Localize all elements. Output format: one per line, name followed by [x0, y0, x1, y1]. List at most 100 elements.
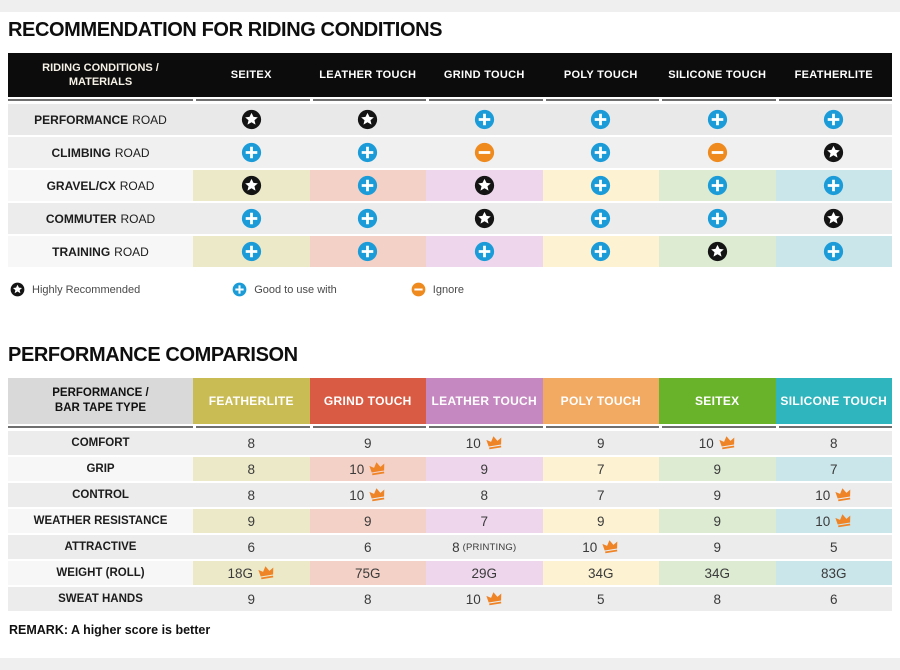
- recommendation-cell: [193, 137, 310, 168]
- recommendation-cell: [659, 170, 776, 201]
- table-row: COMFORT 8 9 10 9 10 8: [8, 431, 892, 455]
- minus-icon: [411, 282, 426, 297]
- row-label-bold: SWEAT HANDS: [58, 593, 143, 605]
- riding-conditions-header-row: RIDING CONDITIONS / MATERIALS SEITEX LEAT…: [8, 53, 892, 97]
- recommendation-cell: [309, 170, 426, 201]
- score-value: 8: [247, 487, 255, 503]
- score-cell: 8: [193, 457, 310, 481]
- star-icon: [824, 142, 844, 163]
- recommendation-cell: [775, 236, 892, 267]
- plus-icon: [591, 142, 611, 163]
- crown-icon: [369, 488, 385, 502]
- score-value: 6: [247, 539, 255, 555]
- recommendation-cell: [542, 170, 659, 201]
- score-cell: 6: [193, 535, 310, 559]
- row-label-bold: COMMUTER: [45, 211, 117, 226]
- score-value: 9: [480, 461, 488, 477]
- score-value: 5: [829, 539, 838, 555]
- performance-body: COMFORT 8 9 10 9 10 8 GRIP 8 10 9 7 9 7 CONTROL 8 10 8 7 9 1…: [8, 431, 892, 611]
- score-value: 9: [713, 513, 721, 529]
- plus-icon: [232, 282, 247, 297]
- plus-icon: [591, 175, 611, 196]
- row-label: CLIMBING ROAD: [8, 137, 193, 168]
- row-label-bold: CLIMBING: [51, 145, 111, 160]
- score-cell: 9: [426, 457, 543, 481]
- recommendation-cell: [542, 137, 659, 168]
- plus-icon: [824, 175, 844, 196]
- score-value: 6: [363, 539, 372, 555]
- plus-icon: [358, 241, 378, 262]
- plus-icon: [241, 241, 261, 262]
- divider-segment: [778, 426, 892, 428]
- column-header-seitex: SEITEX: [659, 378, 776, 424]
- score-value: 10: [698, 435, 714, 451]
- recommendation-cell: [659, 104, 776, 135]
- score-value: 9: [713, 539, 721, 555]
- legend-label: Highly Recommended: [32, 283, 141, 296]
- table-row: GRAVEL/CX ROAD: [8, 170, 892, 201]
- row-label-rest: ROAD: [114, 244, 149, 259]
- recommendation-cell: [309, 203, 426, 234]
- legend-label: Good to use with: [254, 283, 337, 296]
- score-cell: 10: [775, 483, 892, 507]
- divider-segment: [778, 99, 892, 101]
- recommendation-cell: [426, 203, 543, 234]
- row-label-rest: ROAD: [120, 211, 156, 226]
- row-label-bold: ATTRACTIVE: [64, 541, 137, 553]
- score-value: 7: [480, 513, 488, 529]
- remark-text: REMARK: A higher score is better: [9, 623, 211, 637]
- row-label: ATTRACTIVE: [8, 535, 193, 559]
- divider-segment: [545, 426, 659, 428]
- row-label: SWEAT HANDS: [8, 587, 193, 611]
- recommendation-cell: [193, 104, 310, 135]
- divider-segment: [429, 426, 543, 428]
- row-label: CONTROL: [8, 483, 193, 507]
- score-cell: 18G: [193, 561, 310, 585]
- score-cell: 10: [542, 535, 659, 559]
- score-cell: 9: [309, 509, 426, 533]
- star-icon: [241, 175, 261, 196]
- score-value: 10: [815, 513, 831, 529]
- table-row: COMMUTER ROAD: [8, 203, 892, 234]
- score-cell: 10: [775, 509, 892, 533]
- crown-icon: [719, 436, 735, 450]
- score-cell: 34G: [542, 561, 659, 585]
- score-value: 8: [829, 435, 838, 451]
- row-label-rest: ROAD: [119, 178, 155, 193]
- table-row: SWEAT HANDS 9 8 10 5 8 6: [8, 587, 892, 611]
- column-header-grind-touch: GRIND TOUCH: [309, 378, 426, 424]
- score-cell: 9: [659, 457, 776, 481]
- recommendation-cell: [659, 203, 776, 234]
- score-value: 9: [713, 461, 721, 477]
- score-cell: 9: [659, 509, 776, 533]
- row-label-bold: CONTROL: [72, 489, 129, 501]
- legend-label: Ignore: [432, 283, 464, 296]
- score-cell: 6: [775, 587, 892, 611]
- column-header-grind-touch: GRIND TOUCH: [443, 69, 525, 81]
- recommendation-cell: [426, 104, 543, 135]
- score-cell: 7: [426, 509, 543, 533]
- score-value: 10: [349, 487, 365, 503]
- score-cell: 10: [426, 431, 543, 455]
- table-row: PERFORMANCE ROAD: [8, 104, 892, 135]
- table-row: ATTRACTIVE 6 6 8 (PRINTING) 10 9 5: [8, 535, 892, 559]
- recommendation-cell: [775, 203, 892, 234]
- score-value: 18G: [227, 565, 254, 581]
- score-cell: 83G: [775, 561, 892, 585]
- score-value: 10: [582, 539, 598, 555]
- plus-icon: [591, 109, 611, 130]
- column-header-seitex: SEITEX: [230, 69, 272, 81]
- star-icon: [474, 175, 494, 196]
- score-cell: 6: [309, 535, 426, 559]
- score-cell: 9: [193, 587, 310, 611]
- score-cell: 7: [542, 483, 659, 507]
- legend-item: Ignore: [411, 282, 464, 297]
- column-header-poly-touch: POLY TOUCH: [542, 378, 659, 424]
- plus-icon: [824, 109, 844, 130]
- column-header-featherlite: FEATHERLITE: [193, 378, 310, 424]
- column-header-silicone-touch: SILICONE TOUCH: [668, 69, 767, 81]
- plus-icon: [824, 241, 844, 262]
- divider-segment: [312, 426, 426, 428]
- score-value: 83G: [820, 565, 847, 581]
- legend-item: Good to use with: [232, 282, 337, 297]
